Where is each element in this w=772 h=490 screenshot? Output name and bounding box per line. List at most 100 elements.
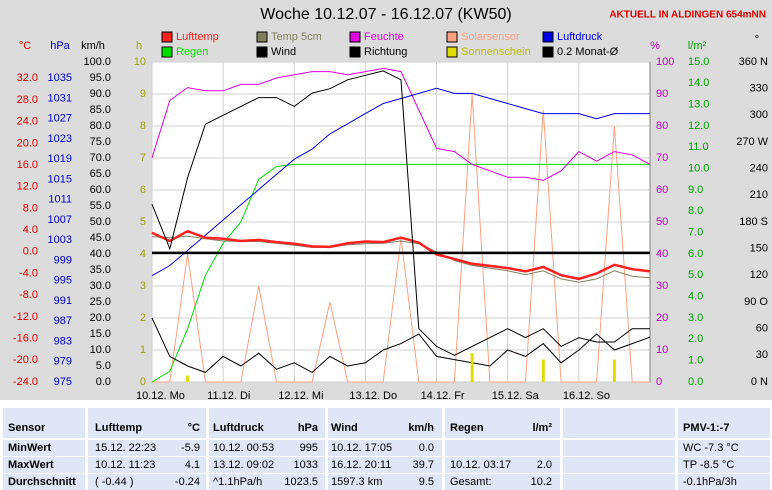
y-tick-label: 7.0 — [688, 227, 703, 239]
table-cell-text: ^1.1hPa/h — [213, 476, 262, 488]
table-header: l/m² — [532, 422, 552, 434]
y-tick-label: 4.0 — [23, 224, 38, 236]
y-tick-label: 5.0 — [96, 360, 111, 372]
y-tick-label: -24.0 — [13, 376, 38, 388]
table-cell-text: 0.0 — [419, 442, 434, 454]
table-cell — [678, 408, 770, 438]
y-tick-label: 85.0 — [90, 104, 111, 116]
y-tick-label: 65.0 — [90, 168, 111, 180]
table-header: °C — [188, 422, 200, 434]
y-tick-label: -20.0 — [13, 354, 38, 366]
table-cell-text: 2.0 — [537, 459, 552, 471]
axis-title: l/m² — [688, 40, 707, 52]
legend-label: Temp 5cm — [271, 31, 322, 43]
x-tick-label: 16.12. So — [563, 390, 610, 402]
series-line — [151, 70, 650, 356]
y-tick-label: 983 — [54, 335, 72, 347]
table-header: PMV-1:-7 — [683, 422, 729, 434]
table-cell-text: 10.12. 03:17 — [450, 459, 511, 471]
y-tick-label: 60.0 — [90, 184, 111, 196]
table-cell — [328, 457, 442, 473]
table-cell-text: MinWert — [8, 442, 52, 454]
y-tick-label: 70 — [656, 152, 668, 164]
y-tick-label: 240 — [750, 163, 768, 175]
y-tick-label: 80.0 — [90, 120, 111, 132]
y-tick-label: 28.0 — [17, 94, 38, 106]
chart-subtitle: AKTUELL IN ALDINGEN 654mNN — [609, 10, 766, 21]
legend-label: Solarsensor — [461, 31, 520, 43]
table-cell — [563, 408, 675, 438]
table-cell-text: 9.5 — [419, 476, 434, 488]
y-tick-label: 70.0 — [90, 152, 111, 164]
axis-title: % — [650, 40, 660, 52]
legend-swatch — [161, 46, 173, 58]
table-cell — [563, 440, 675, 456]
y-tick-label: 0 — [656, 376, 662, 388]
y-tick-label: 1011 — [48, 194, 72, 206]
y-tick-label: 6.0 — [688, 248, 703, 260]
x-tick-label: 14.12. Fr — [421, 390, 465, 402]
y-tick-label: 991 — [54, 295, 72, 307]
table-cell — [563, 474, 675, 490]
y-tick-label: 1023 — [48, 133, 72, 145]
y-tick-label: 120 — [750, 269, 768, 281]
y-tick-label: 995 — [54, 275, 72, 287]
table-cell-text: 16.12. 20:11 — [331, 459, 391, 471]
legend-swatch — [542, 31, 554, 43]
y-tick-label: 14.0 — [688, 77, 709, 89]
y-tick-label: 2.0 — [688, 333, 703, 345]
y-tick-label: 9 — [140, 88, 146, 100]
y-tick-label: 40.0 — [90, 248, 111, 260]
table-cell — [445, 457, 560, 473]
table-cell — [88, 440, 206, 456]
bar — [186, 375, 190, 382]
table-cell-text: 1023.5 — [284, 476, 318, 488]
table-header: km/h — [408, 422, 434, 434]
table-cell — [678, 440, 770, 456]
y-tick-label: 20.0 — [17, 137, 38, 149]
table-cell-text: TP -8.5 °C — [683, 459, 734, 471]
y-tick-label: 100 — [656, 56, 674, 68]
table-cell-text: ( -0.44 ) — [95, 476, 134, 488]
y-tick-label: 180 S — [739, 216, 768, 228]
table-cell — [678, 474, 770, 490]
x-tick-label: 13.12. Do — [349, 390, 397, 402]
y-tick-label: -16.0 — [13, 333, 38, 345]
y-tick-label: 3.0 — [688, 312, 703, 324]
x-tick-label: 11.12. Di — [207, 390, 250, 402]
legend-swatch — [446, 31, 458, 43]
table-cell — [88, 457, 206, 473]
y-tick-label: 95.0 — [90, 72, 111, 84]
y-tick-label: 90 — [656, 88, 668, 100]
y-tick-label: 30 — [656, 280, 668, 292]
y-tick-label: 1003 — [48, 234, 72, 246]
y-tick-label: 9.0 — [688, 184, 703, 196]
y-tick-label: 50 — [656, 216, 668, 228]
y-tick-label: 5 — [140, 216, 146, 228]
y-tick-label: 100.0 — [83, 56, 111, 68]
y-tick-label: 0.0 — [96, 376, 111, 388]
table-cell — [678, 457, 770, 473]
y-tick-label: 1035 — [48, 72, 72, 84]
y-tick-label: 20 — [656, 312, 668, 324]
legend-label: Sonnenschein — [461, 46, 531, 58]
y-tick-label: 150 — [750, 243, 768, 255]
y-tick-label: 999 — [54, 254, 72, 266]
y-tick-label: 90.0 — [90, 88, 111, 100]
axis-title: h — [136, 40, 142, 52]
legend-swatch — [349, 46, 361, 58]
y-tick-label: 11.0 — [688, 141, 709, 153]
series-line — [151, 67, 651, 181]
series-line — [151, 87, 650, 277]
axis-title: km/h — [81, 40, 105, 52]
table-cell — [209, 408, 325, 438]
y-tick-label: -12.0 — [13, 311, 38, 323]
y-tick-label: 30 — [756, 349, 768, 361]
table-cell-text: 1597.3 km — [331, 476, 382, 488]
bar — [612, 359, 616, 382]
y-tick-label: 1019 — [48, 153, 72, 165]
x-tick-label: 15.12. Sa — [492, 390, 540, 402]
y-tick-label: 90 O — [744, 296, 768, 308]
y-tick-label: 1015 — [48, 173, 72, 185]
